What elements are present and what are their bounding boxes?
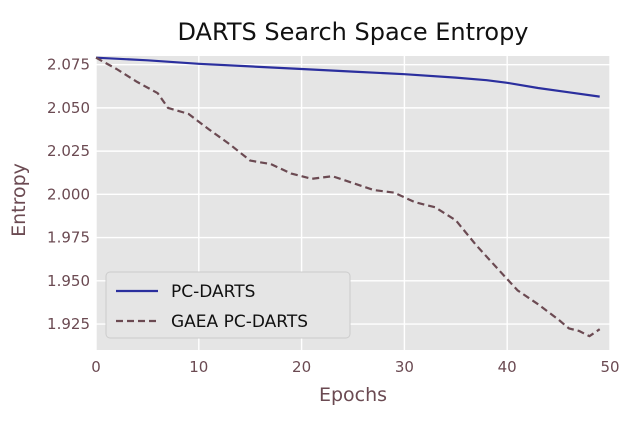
x-tick-label: 0 bbox=[91, 358, 101, 376]
y-tick-label: 2.075 bbox=[47, 56, 90, 74]
y-tick-label: 1.925 bbox=[47, 315, 90, 333]
y-tick-label: 1.975 bbox=[47, 229, 90, 247]
series-line-1 bbox=[95, 56, 600, 98]
series-layer bbox=[95, 56, 601, 338]
y-tick-label: 2.000 bbox=[47, 185, 90, 203]
x-tick-label: 10 bbox=[189, 358, 208, 376]
legend-label-1: PC-DARTS bbox=[171, 282, 255, 302]
series-line-2 bbox=[95, 56, 601, 338]
x-tick-label: 30 bbox=[395, 358, 414, 376]
legend: PC-DARTS GAEA PC-DARTS bbox=[105, 271, 351, 339]
x-tick-label: 20 bbox=[292, 358, 311, 376]
y-tick-label: 2.025 bbox=[47, 142, 90, 160]
x-tick-label: 50 bbox=[600, 358, 619, 376]
y-tick-label: 1.950 bbox=[47, 272, 90, 290]
y-tick-label: 2.050 bbox=[47, 99, 90, 117]
y-axis-label: Entropy bbox=[8, 163, 30, 237]
legend-label-2: GAEA PC-DARTS bbox=[171, 312, 308, 332]
legend-box bbox=[105, 271, 351, 339]
tick-labels: 0 10 20 30 40 50 1.925 1.950 1.975 2.000 2.025 2.05… bbox=[47, 56, 620, 376]
chart-title: DARTS Search Space Entropy bbox=[177, 18, 528, 46]
x-tick-label: 40 bbox=[498, 358, 517, 376]
x-axis-label: Epochs bbox=[319, 384, 387, 406]
